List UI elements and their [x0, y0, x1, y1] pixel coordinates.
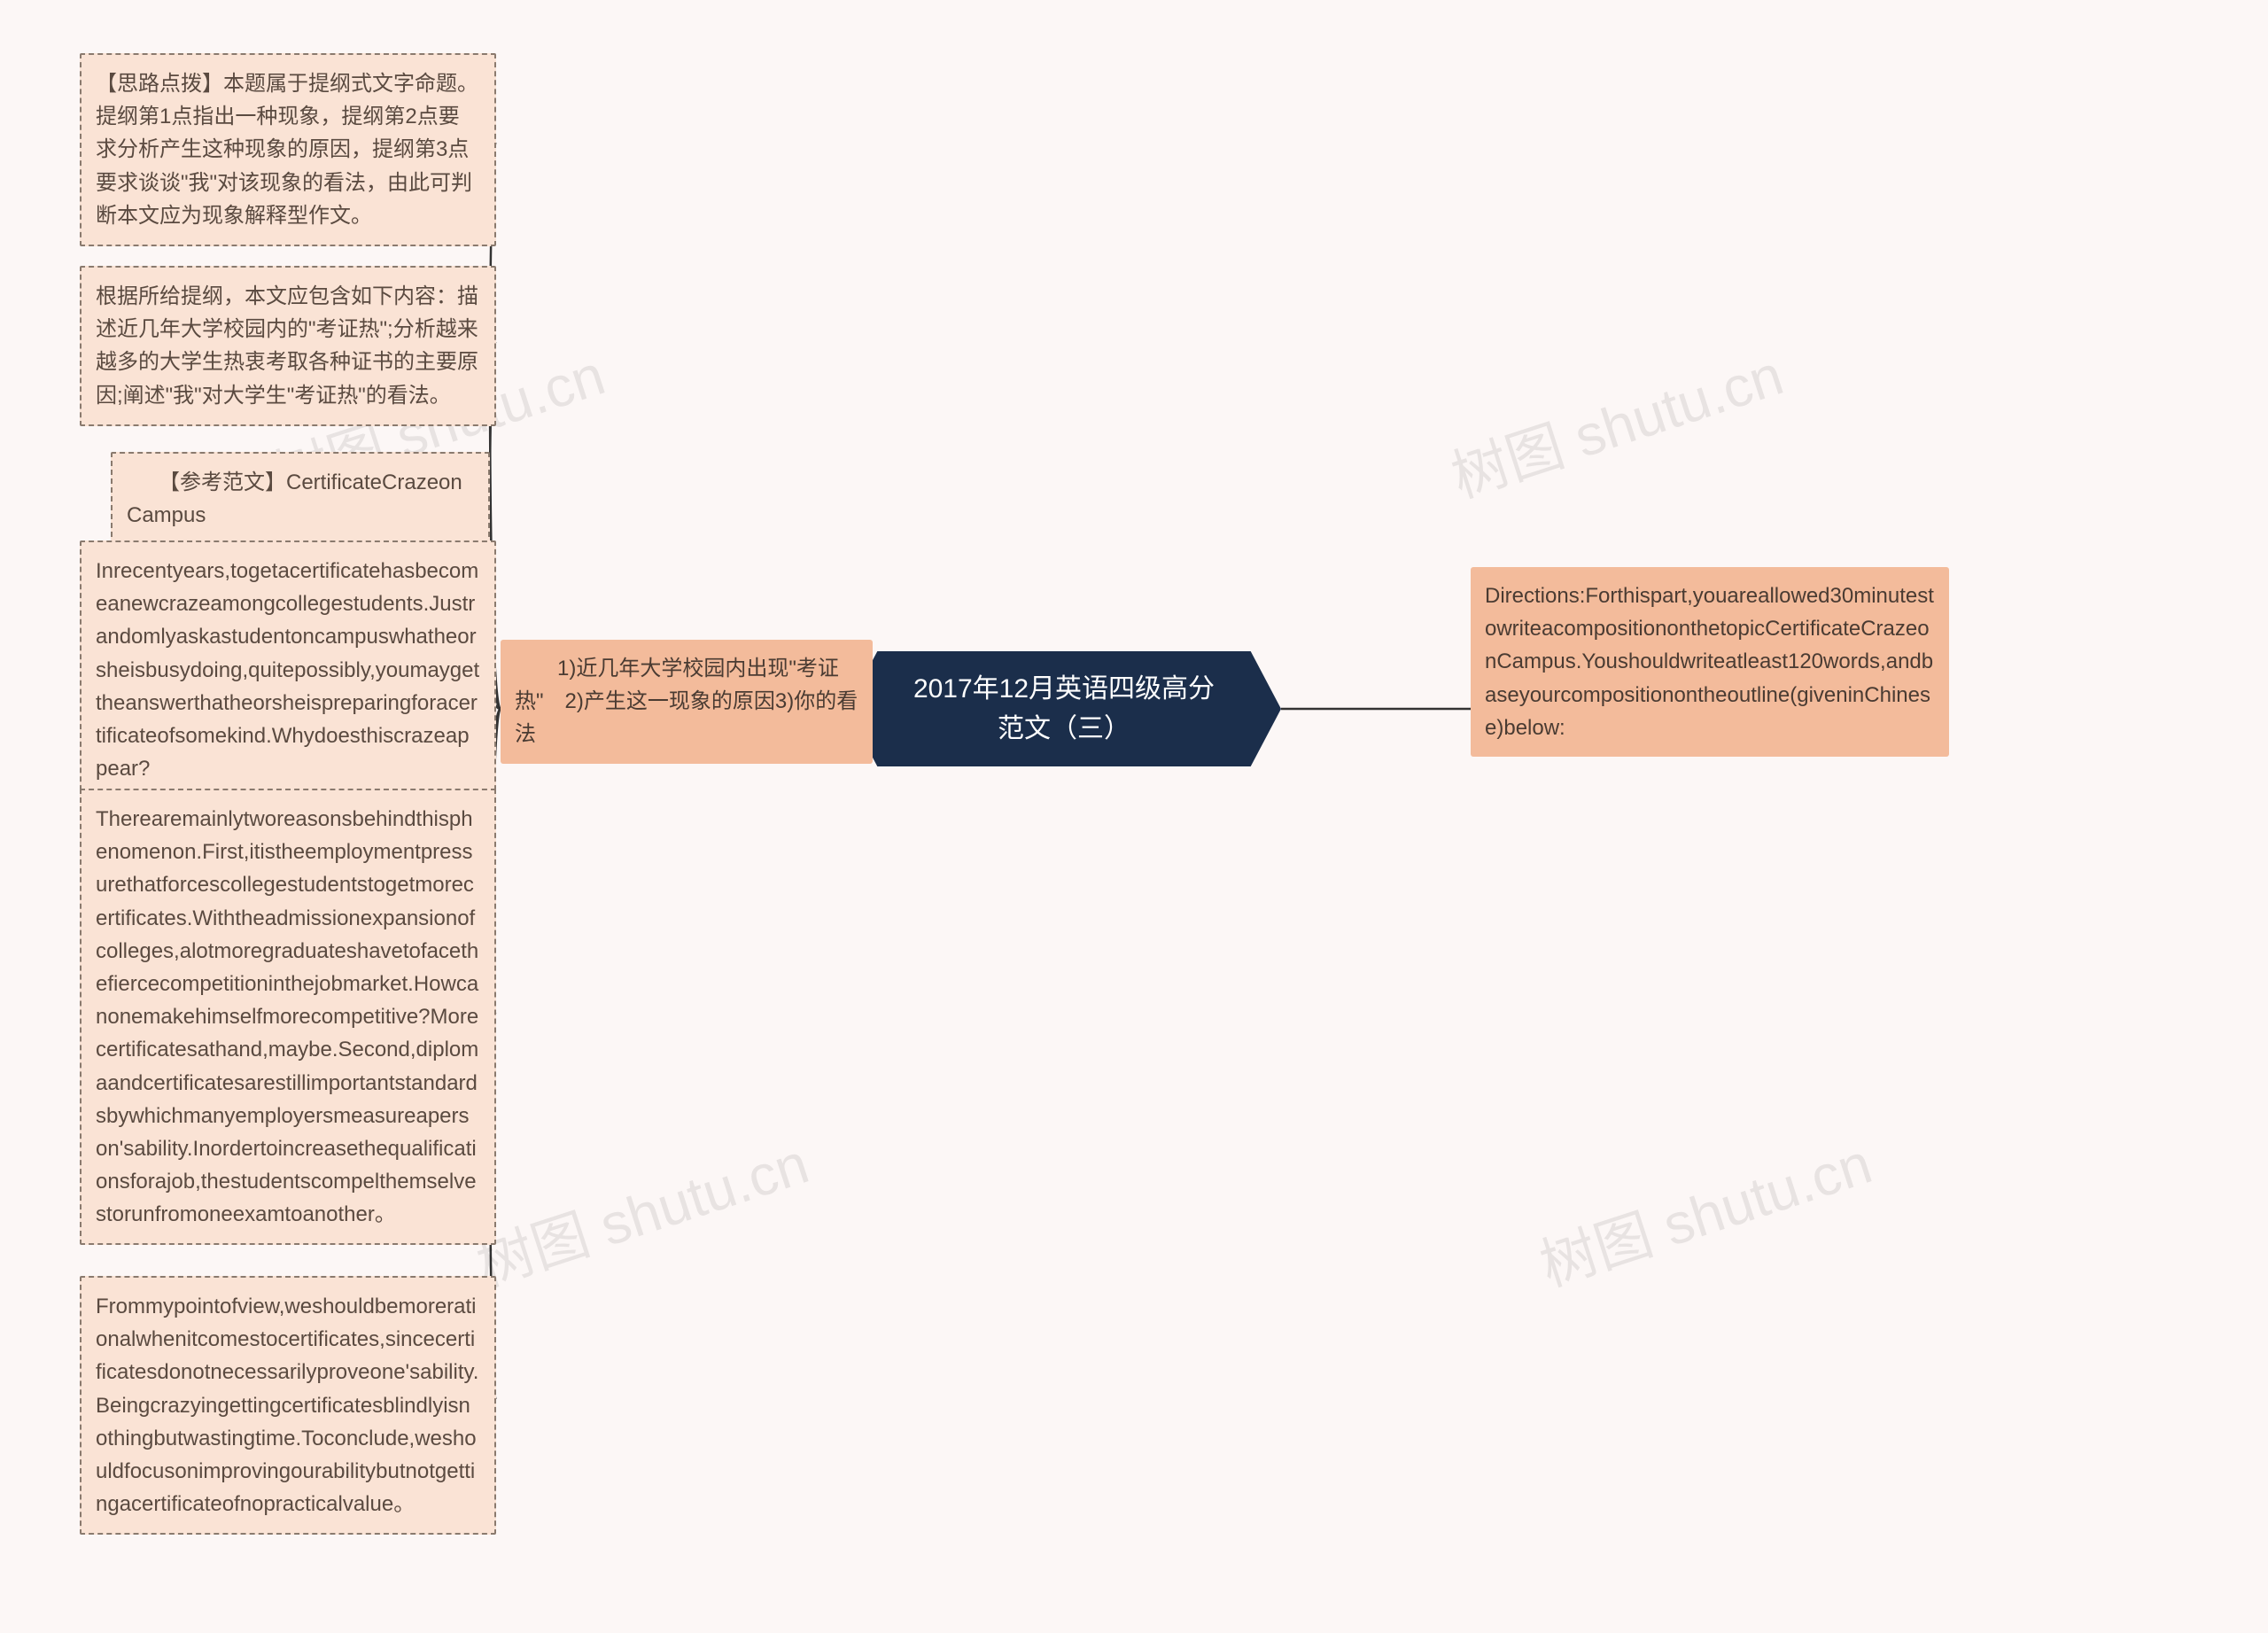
watermark: 树图 shutu.cn: [1440, 330, 1791, 513]
leaf-text: 【参考范文】CertificateCrazeonCampus: [127, 470, 462, 527]
leaf-text: Therearemainlytworeasonsbehindthisphenom…: [96, 807, 478, 1226]
leaf-text: 根据所给提纲，本文应包含如下内容：描述近几年大学校园内的"考证热";分析越来越多…: [96, 284, 478, 408]
right-branch-directions: Directions:Forthispart,youareallowed30mi…: [1471, 567, 1949, 757]
center-node: 2017年12月英语四级高分 范文（三）: [847, 651, 1281, 766]
watermark: 树图 shutu.cn: [1528, 1118, 1880, 1302]
leaf-leaf1: 【思路点拨】本题属于提纲式文字命题。提纲第1点指出一种现象，提纲第2点要求分析产…: [80, 53, 496, 246]
left-branch-text: 1)近几年大学校园内出现"考证热" 2)产生这一现象的原因3)你的看法: [515, 657, 858, 746]
leaf-leaf6: Frommypointofview,weshouldbemorerational…: [80, 1276, 496, 1535]
leaf-leaf5: Therearemainlytworeasonsbehindthisphenom…: [80, 789, 496, 1245]
leaf-text: Frommypointofview,weshouldbemorerational…: [96, 1295, 478, 1516]
leaf-leaf4: Inrecentyears,togetacertificatehasbecome…: [80, 540, 496, 799]
leaf-leaf2: 根据所给提纲，本文应包含如下内容：描述近几年大学校园内的"考证热";分析越来越多…: [80, 266, 496, 426]
center-title-line1: 2017年12月英语四级高分: [913, 674, 1215, 704]
leaf-leaf3: 【参考范文】CertificateCrazeonCampus: [111, 452, 490, 546]
watermark: 树图 shutu.cn: [465, 1118, 817, 1302]
leaf-text: Inrecentyears,togetacertificatehasbecome…: [96, 559, 479, 781]
center-title-line2: 范文（三）: [998, 714, 1130, 743]
right-branch-text: Directions:Forthispart,youareallowed30mi…: [1485, 584, 1934, 740]
left-branch-outline: 1)近几年大学校园内出现"考证热" 2)产生这一现象的原因3)你的看法: [501, 640, 873, 764]
leaf-text: 【思路点拨】本题属于提纲式文字命题。提纲第1点指出一种现象，提纲第2点要求分析产…: [96, 72, 478, 228]
